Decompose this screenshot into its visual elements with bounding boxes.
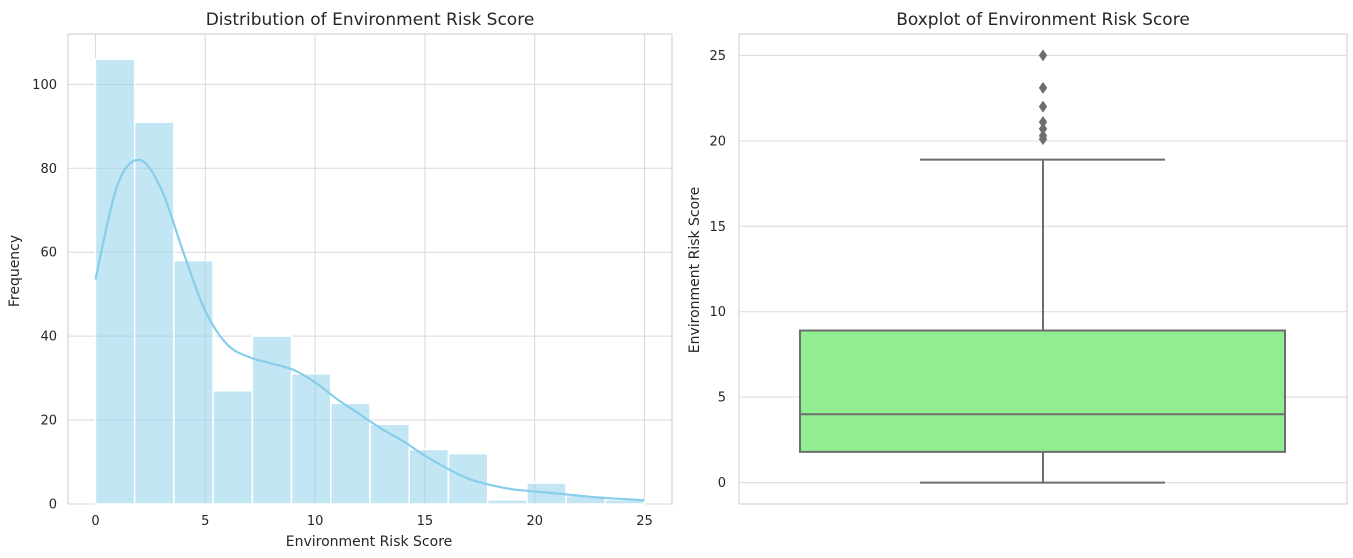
histogram-bar [369,423,410,505]
x-tick-label: 5 [201,514,209,529]
boxplot-y-label: Environment Risk Score [687,187,703,354]
histogram-bar [94,58,136,505]
histogram-bars [94,58,646,505]
y-tick-label: 25 [709,49,726,64]
y-tick-label: 20 [709,134,726,149]
y-tick-label: 0 [718,476,726,491]
boxplot-body [799,158,1286,484]
y-tick-label: 15 [709,220,726,235]
x-tick-label: 20 [526,514,543,529]
boxplot-title: Boxplot of Environment Risk Score [896,10,1190,30]
outlier-point [1038,122,1048,135]
histogram-y-ticks: 0 20 40 60 80 100 [32,78,57,513]
y-tick-label: 10 [709,305,726,320]
x-tick-label: 0 [91,514,99,529]
histogram-y-label: Frequency [7,235,23,307]
boxplot-panel: 0 5 10 15 20 25 Boxplot of Environment Risk S… [687,10,1348,505]
kde-curve [94,158,645,502]
x-tick-label: 10 [307,514,324,529]
outlier-point [1038,129,1048,142]
outlier-point [1038,49,1048,62]
histogram-bar [133,121,175,505]
outlier-point [1038,81,1048,94]
outlier-point [1038,100,1048,113]
histogram-x-ticks: 0 5 10 15 20 25 [91,514,653,529]
histogram-x-label: Environment Risk Score [286,534,453,550]
histogram-title: Distribution of Environment Risk Score [206,10,535,30]
outlier-point [1038,116,1048,129]
y-tick-label: 5 [718,391,726,406]
y-tick-label: 20 [40,414,57,429]
y-tick-label: 0 [49,498,57,513]
iqr-box [799,329,1286,453]
histogram-bar [486,499,528,505]
y-tick-label: 40 [40,330,57,345]
y-tick-label: 100 [32,78,57,93]
boxplot-outliers [1038,49,1048,146]
histogram-bar [173,259,214,505]
histogram-panel: 0 5 10 15 20 25 0 20 40 60 80 100 Distribution of … [7,10,673,550]
histogram-bar [290,373,332,505]
histogram-bar [251,335,293,505]
y-tick-label: 60 [40,246,57,261]
histogram-bar [212,389,254,505]
x-tick-label: 15 [417,514,434,529]
boxplot-y-ticks: 0 5 10 15 20 25 [709,49,726,491]
x-tick-label: 25 [636,514,653,529]
y-tick-label: 80 [40,162,57,177]
